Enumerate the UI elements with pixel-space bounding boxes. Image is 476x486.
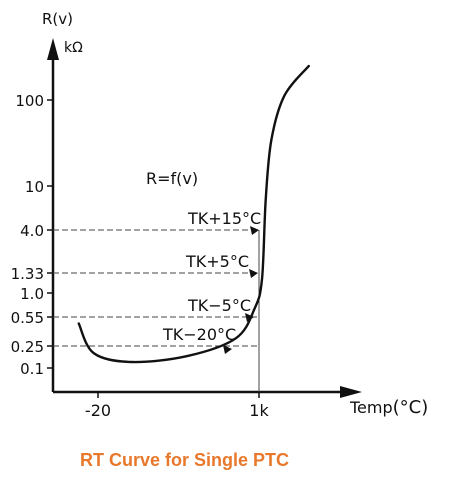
y-axis-unit: kΩ (64, 40, 83, 56)
curve-formula: R=f(v) (146, 169, 198, 188)
y-tick-label: 0.55 (11, 309, 44, 327)
y-axis-arrow (47, 38, 59, 60)
y-tick-label: 10 (25, 178, 44, 196)
reference-label: TK−20°C (162, 325, 236, 344)
x-axis-label-text: Temp (349, 398, 393, 417)
y-tick-label: 100 (15, 92, 44, 110)
reference-arrowhead (223, 345, 232, 354)
reference-label: TK+15°C (187, 209, 261, 228)
reference-lines: TK+15°C TK+5°C TK−5°C TK−20°C (53, 209, 261, 354)
x-tick-label: 1k (249, 401, 269, 420)
x-axis-label-unit: (°C) (393, 397, 429, 418)
x-axis-arrow (340, 386, 362, 398)
chart-caption: RT Curve for Single PTC (80, 450, 289, 470)
y-tick-label: 1.0 (20, 285, 44, 303)
x-axis-label: Temp(°C) (349, 397, 428, 418)
y-ticks: 100 10 4.0 1.33 1.0 0.55 0.25 0.1 (11, 92, 53, 378)
reference-arrowhead (250, 226, 259, 235)
reference-label: TK−5°C (187, 296, 251, 315)
reference-label: TK+5°C (185, 252, 249, 271)
x-ticks: -20 1k (85, 392, 269, 420)
y-tick-label: 4.0 (20, 222, 44, 240)
reference-arrowhead (245, 313, 254, 322)
rt-curve-line (77, 64, 310, 364)
y-tick-label: 0.1 (20, 360, 44, 378)
reference-arrowhead (249, 269, 258, 278)
y-axis-label: R(v) (42, 10, 73, 28)
y-tick-label: 1.33 (11, 265, 44, 283)
y-tick-label: 0.25 (11, 338, 44, 356)
x-tick-label: -20 (85, 401, 111, 420)
